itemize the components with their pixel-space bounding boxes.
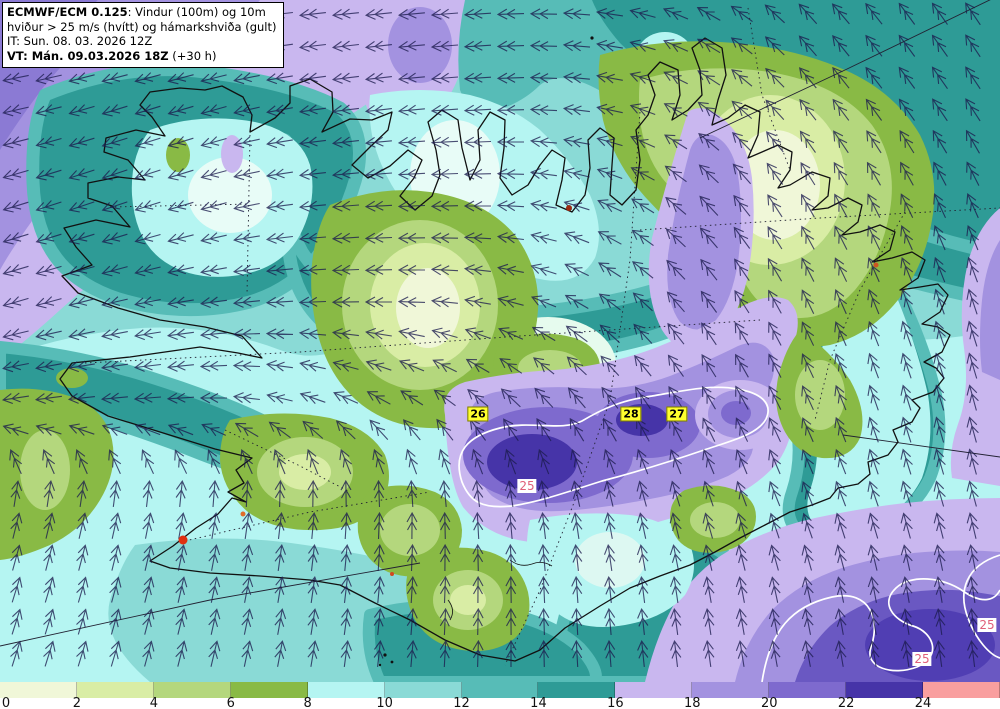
title-line-variables: hviður > 25 m/s (hvítt) og hámarkshviða … [7, 19, 277, 34]
colorbar-segment [615, 682, 693, 698]
wind-field-canvas [0, 0, 1000, 682]
city-dot [390, 572, 394, 576]
colorbar-tick-label: 10 [376, 696, 393, 709]
gust-contour-label: 25 [912, 652, 932, 666]
colorbar-tick-label: 14 [530, 696, 547, 709]
gust-contour-label: 25 [977, 618, 997, 632]
colorbar-segment [538, 682, 616, 698]
colorbar-segment [461, 682, 539, 698]
colorbar-segment [307, 682, 385, 698]
city-dot [873, 262, 879, 268]
city-dot [566, 205, 572, 211]
gust-contour-label: 25 [517, 479, 537, 493]
city-dot [240, 511, 246, 517]
max-gust-marker: 26 [467, 406, 489, 422]
colorbar-segment [153, 682, 231, 698]
colorbar-tick-label: 16 [607, 696, 624, 709]
colorbar-segment [923, 682, 1000, 698]
colorbar-segment [769, 682, 847, 698]
colorbar-tick-label: 18 [684, 696, 701, 709]
city-dot [178, 535, 188, 545]
colorbar-tick-label: 24 [914, 696, 932, 709]
colorbar-segment [76, 682, 154, 698]
colorbar-segment [846, 682, 924, 698]
wind-speed-colorbar: 0 2 4 6 8 10 12 14 16 18 20 22 24 [0, 682, 1000, 709]
colorbar-segment [384, 682, 462, 698]
colorbar-tick-label: 12 [453, 696, 470, 709]
colorbar-segment [0, 682, 77, 698]
colorbar-tick-label: 4 [149, 696, 158, 709]
title-line-init-time: IT: Sun. 08. 03. 2026 12Z [7, 34, 153, 49]
colorbar-tick-label: 2 [72, 696, 82, 709]
colorbar-tick-label: 8 [303, 696, 312, 709]
colorbar-tick-label: 20 [760, 696, 778, 709]
wind-speed-fill-layer [0, 0, 1000, 682]
colorbar-segment [230, 682, 308, 698]
colorbar-tick-label: 22 [837, 696, 855, 709]
max-gust-marker: 27 [666, 406, 688, 422]
colorbar-segment [692, 682, 770, 698]
title-line-valid-time: VT: Mán. 09.03.2026 18Z (+30 h) [7, 49, 217, 64]
colorbar-tick-label: 6 [226, 696, 235, 709]
city-marker-layer [178, 205, 879, 576]
max-gust-marker: 28 [620, 406, 642, 422]
colorbar-tick-labels: 0 2 4 6 8 10 12 14 16 18 20 22 24 [0, 696, 1000, 709]
colorbar-strip [0, 682, 1000, 698]
wind-map: 26 28 27 25 25 25 ECMWF/ECM 0.125: Vindur (10… [0, 0, 1000, 682]
colorbar-tick-label: 0 [1, 696, 11, 709]
forecast-title-box: ECMWF/ECM 0.125: Vindur (100m) og 10m hv… [2, 2, 284, 68]
title-line-model: ECMWF/ECM 0.125: Vindur (100m) og 10m [7, 5, 266, 19]
